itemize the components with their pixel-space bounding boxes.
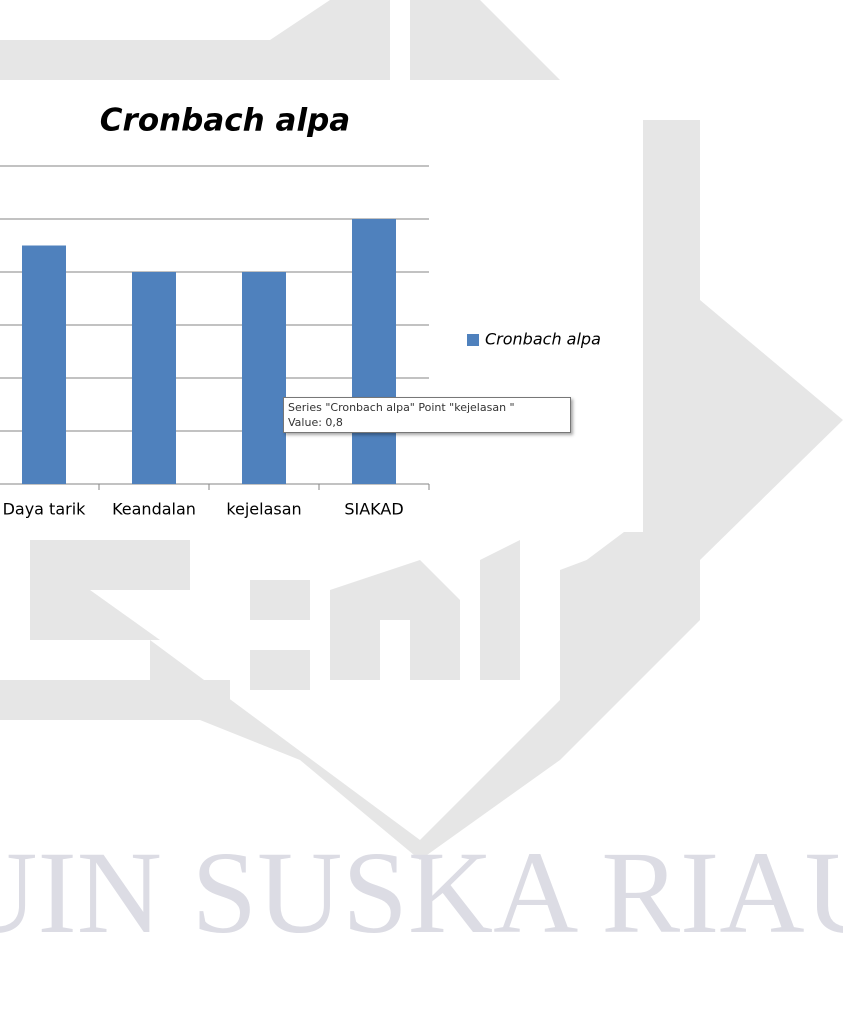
x-tick-label: kejelasan [226,500,301,519]
watermark-text: UIN SUSKA RIAU [0,827,843,958]
tooltip-line: Value: 0,8 [288,416,343,429]
legend-label: Cronbach alpa [485,330,601,349]
x-tick-label: Keandalan [112,500,196,519]
legend-swatch [467,334,479,346]
tooltip: Series "Cronbach alpa" Point "kejelasan … [283,397,571,433]
bar [242,272,286,484]
x-tick-label: SIAKAD [344,500,403,519]
bar [22,245,66,484]
bar [352,219,396,484]
chart-area [0,80,643,532]
tooltip-line: Series "Cronbach alpa" Point "kejelasan … [288,401,515,414]
watermark-shapes [0,0,843,860]
chart-title: Cronbach alpa [100,103,350,139]
x-tick-label: Daya tarik [3,500,87,519]
chart: Cronbach alpa 00.20.40.60.811.2Daya tari… [0,80,643,532]
bar [132,272,176,484]
